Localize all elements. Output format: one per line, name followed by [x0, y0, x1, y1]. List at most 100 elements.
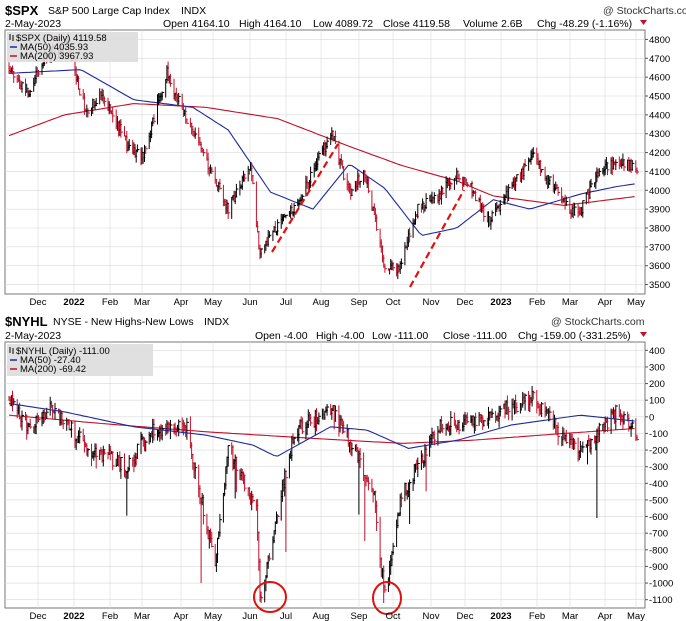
- x-tick-label: Aug: [313, 297, 330, 308]
- y-tick-label: 4100: [649, 167, 670, 178]
- nyhl-change: Chg -159.00 (-331.25%): [518, 330, 631, 342]
- y-tick-label: 4600: [649, 73, 670, 84]
- nyhl-open: Open -4.00: [255, 330, 308, 342]
- y-tick-label: -900: [649, 562, 668, 573]
- bar-chart-icon: [9, 347, 14, 354]
- nyhl-x-axis: Dec 2022 Feb Mar Apr May Jun Jul Aug Sep Oct Nov Dec…: [30, 611, 646, 621]
- y-tick-label: 300: [649, 362, 665, 373]
- x-tick-label: May: [627, 611, 645, 621]
- x-tick-label: Mar: [134, 611, 150, 621]
- x-tick-label: Feb: [102, 611, 118, 621]
- spx-close: Close 4119.58: [383, 18, 450, 30]
- spx-date: 2-May-2023: [5, 18, 61, 30]
- nyhl-ma50-line: [8, 402, 635, 457]
- spx-price-bars: [8, 32, 639, 280]
- nyhl-legend-main: $NYHL (Daily) -111.00: [16, 346, 110, 357]
- y-tick-label: -1100: [649, 595, 673, 606]
- y-tick-label: 3800: [649, 224, 670, 235]
- y-tick-label: 4700: [649, 54, 670, 65]
- nyhl-low: Low -111.00: [372, 330, 428, 342]
- spx-ma200-line: [8, 103, 635, 206]
- ma200-line: [8, 103, 635, 206]
- sep-low-circle: [372, 581, 402, 615]
- x-tick-label: Sep: [351, 611, 368, 621]
- spx-open: Open 4164.10: [163, 18, 230, 30]
- x-tick-label: Jul: [280, 297, 292, 308]
- x-tick-label: Mar: [134, 297, 150, 308]
- nyhl-circle-annotations: [253, 581, 402, 615]
- spx-y-axis: 4800 4700 4600 4500 4400 4300 4200 4100 4000 3900…: [645, 35, 670, 291]
- x-tick-label: May: [627, 297, 645, 308]
- y-tick-label: -600: [649, 512, 668, 523]
- spx-change: Chg -48.29 (-1.16%): [537, 18, 632, 30]
- y-tick-label: -1000: [649, 579, 673, 590]
- nyhl-close: Close -111.00: [443, 330, 507, 342]
- x-tick-label: Nov: [423, 297, 440, 308]
- ma50-line: [8, 402, 635, 457]
- spx-volume: Volume 2.6B: [463, 18, 523, 30]
- y-tick-label: 4000: [649, 186, 670, 197]
- jun-low-circle: [253, 581, 287, 613]
- x-tick-label: Sep: [351, 297, 368, 308]
- nyhl-watermark: @ StockCharts.com: [551, 316, 645, 328]
- nyhl-ma200-line: [8, 414, 635, 444]
- nyhl-high: High -4.00: [316, 330, 365, 342]
- nyhl-name: NYSE - New Highs-New Lows: [53, 316, 194, 328]
- x-tick-label: 2023: [490, 297, 511, 308]
- x-tick-label: Dec: [30, 297, 47, 308]
- y-tick-label: -300: [649, 462, 668, 473]
- spx-legend-ma200: MA(200) 3967.93: [20, 51, 93, 62]
- spx-watermark: @ StockCharts.com: [603, 5, 686, 17]
- nyhl-legend: $NYHL (Daily) -111.00 MA(50) -27.40 MA(2…: [7, 344, 153, 376]
- spx-ma50-line: [8, 69, 635, 236]
- spx-plot-area: [4, 29, 646, 295]
- y-tick-label: 400: [649, 346, 665, 357]
- jun-trend-dashed-line: [271, 143, 339, 253]
- oct-trend-dashed-line: [409, 189, 465, 288]
- spx-legend-ma50: MA(50) 4035.93: [20, 42, 88, 53]
- y-tick-label: 3500: [649, 280, 670, 291]
- x-tick-label: Apr: [598, 297, 613, 308]
- x-tick-label: Jun: [242, 297, 257, 308]
- x-tick-label: Feb: [529, 297, 545, 308]
- x-tick-label: Mar: [562, 297, 578, 308]
- x-tick-label: 2022: [63, 297, 84, 308]
- nyhl-symbol: $NYHL: [5, 314, 48, 329]
- x-tick-label: Jun: [242, 611, 257, 621]
- bar-chart-icon: [9, 34, 14, 41]
- x-tick-label: Dec: [457, 297, 474, 308]
- y-tick-label: -100: [649, 429, 668, 440]
- nyhl-down-arrow-icon: [640, 332, 647, 337]
- y-tick-label: 3900: [649, 205, 670, 216]
- spx-name: S&P 500 Large Cap Index: [48, 5, 171, 17]
- spx-down-arrow-icon: [640, 20, 647, 25]
- x-tick-label: Mar: [562, 611, 578, 621]
- nyhl-date: 2-May-2023: [5, 330, 61, 342]
- nyhl-y-axis: 400 300 200 100 0 -100 -200 -300 -400 -500 -600 -70…: [645, 346, 673, 606]
- y-tick-label: 3600: [649, 261, 670, 272]
- spx-trend-annotations: [271, 143, 465, 288]
- spx-x-axis: Dec 2022 Feb Mar Apr May Jun Jul Aug Sep Oct Nov Dec…: [30, 297, 646, 308]
- spx-legend-main: $SPX (Daily) 4119.58: [16, 33, 107, 44]
- x-tick-label: May: [204, 297, 222, 308]
- spx-symbol: $SPX: [5, 3, 39, 18]
- x-tick-label: Apr: [174, 297, 189, 308]
- y-tick-label: 100: [649, 396, 665, 407]
- nyhl-exchange: INDX: [204, 316, 229, 328]
- y-tick-label: 4300: [649, 129, 670, 140]
- ma50-line: [8, 69, 635, 236]
- spx-high: High 4164.10: [239, 18, 302, 30]
- y-tick-label: 4400: [649, 110, 670, 121]
- y-tick-label: 4200: [649, 148, 670, 159]
- x-tick-label: 2022: [63, 611, 84, 621]
- y-tick-label: 4800: [649, 35, 670, 46]
- y-tick-label: -800: [649, 545, 668, 556]
- x-tick-label: 2023: [490, 611, 511, 621]
- x-tick-label: Nov: [423, 611, 440, 621]
- nyhl-plot-area: [4, 341, 646, 615]
- nyhl-legend-ma50: MA(50) -27.40: [20, 355, 81, 366]
- ma200-line: [8, 414, 635, 444]
- y-tick-label: -500: [649, 495, 668, 506]
- x-tick-label: May: [204, 611, 222, 621]
